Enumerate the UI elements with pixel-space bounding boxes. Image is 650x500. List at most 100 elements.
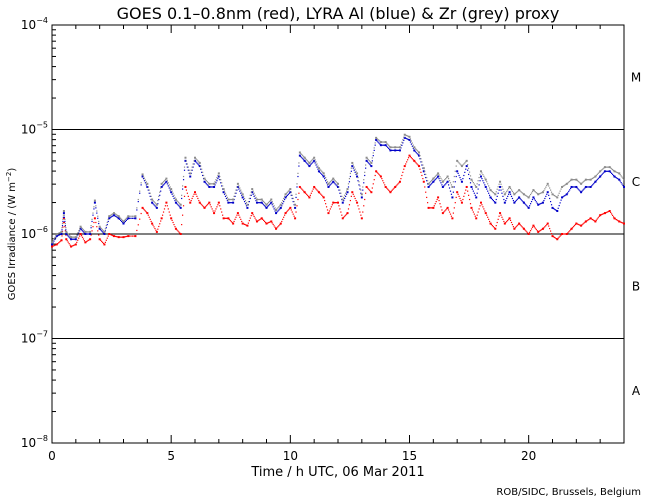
data-point-interp (233, 220, 235, 223)
data-point-interp (161, 185, 164, 187)
data-point-interp (554, 237, 556, 239)
data-point (275, 212, 278, 215)
data-point-interp (54, 244, 56, 246)
data-point-interp (427, 180, 429, 182)
data-point-interp (158, 195, 160, 197)
data-point-interp (530, 228, 533, 230)
data-point-interp (111, 213, 113, 215)
data-point (484, 212, 487, 215)
data-point-interp (284, 195, 286, 197)
data-point (360, 193, 363, 196)
data-point (499, 185, 502, 188)
data-point-interp (349, 199, 351, 202)
data-point-interp (319, 171, 321, 173)
data-point-interp (383, 182, 385, 184)
data-point-interp (160, 220, 162, 222)
data-point-interp (444, 184, 446, 186)
data-point-interp (62, 216, 65, 218)
data-point-interp (511, 223, 514, 226)
data-point-interp (498, 183, 500, 185)
data-point (422, 170, 425, 173)
data-point-interp (536, 202, 538, 204)
data-point-interp (258, 219, 260, 221)
data-point-interp (311, 190, 313, 192)
data-point-interp (303, 156, 305, 158)
data-point-interp (216, 180, 218, 182)
data-point-interp (123, 219, 126, 222)
data-point (341, 201, 344, 204)
data-point-interp (159, 191, 161, 193)
data-point-interp (97, 215, 99, 217)
data-point (246, 203, 249, 206)
data-point-interp (124, 236, 127, 238)
data-point-interp (278, 209, 280, 211)
data-point-interp (563, 195, 565, 197)
data-point-interp (248, 197, 250, 200)
data-point (584, 185, 587, 188)
data-point-interp (441, 184, 443, 186)
data-point-interp (68, 243, 70, 245)
data-point-interp (616, 171, 618, 174)
data-point-interp (481, 204, 483, 206)
data-point-interp (195, 161, 197, 163)
data-point (475, 196, 478, 199)
data-point-interp (602, 172, 604, 174)
data-point-interp (100, 229, 102, 231)
data-point-interp (211, 183, 213, 185)
data-point-interp (263, 205, 266, 207)
data-point-interp (444, 210, 446, 212)
data-point-interp (529, 203, 532, 205)
data-point-interp (309, 161, 311, 163)
data-point-interp (316, 163, 318, 165)
data-point (389, 191, 392, 194)
data-point-interp (87, 239, 89, 242)
data-point (427, 185, 430, 188)
data-point-interp (495, 225, 497, 227)
data-point-interp (126, 218, 128, 220)
data-point-interp (243, 198, 245, 201)
data-point-interp (96, 210, 98, 212)
data-point-interp (238, 214, 240, 216)
data-point-interp (433, 180, 435, 182)
data-point-interp (562, 233, 564, 235)
data-point-interp (440, 182, 442, 184)
data-point-interp (202, 206, 205, 208)
data-point-interp (52, 240, 54, 242)
data-point (251, 191, 254, 194)
data-point (408, 135, 411, 138)
data-point (74, 238, 77, 241)
data-point (93, 201, 96, 204)
data-point-interp (205, 205, 208, 207)
data-point-interp (244, 224, 247, 226)
data-point-interp (124, 218, 127, 220)
data-point-interp (205, 183, 208, 185)
data-point-interp (85, 233, 87, 235)
data-point-interp (114, 213, 116, 215)
data-point-interp (80, 229, 83, 231)
data-point (84, 241, 87, 244)
data-point-interp (336, 185, 338, 187)
data-point-interp (576, 223, 578, 225)
data-point (589, 185, 592, 188)
data-point-interp (334, 183, 336, 185)
data-point (432, 206, 435, 209)
y-tick-exponent: −7 (36, 330, 48, 339)
data-point-interp (414, 161, 416, 163)
data-point-interp (316, 166, 318, 168)
data-point-interp (281, 202, 283, 204)
data-point-interp (238, 188, 240, 190)
data-point-interp (353, 169, 355, 171)
data-point-interp (415, 151, 417, 154)
data-point (112, 235, 115, 238)
data-point-interp (69, 237, 71, 239)
data-point-interp (378, 139, 380, 141)
data-point-interp (254, 194, 256, 196)
data-point-interp (392, 146, 394, 148)
data-point-interp (236, 189, 238, 191)
data-point-interp (543, 189, 545, 192)
data-point-interp (414, 150, 416, 153)
flare-class-label: B (632, 279, 640, 293)
data-point (603, 166, 606, 169)
data-point-interp (86, 240, 88, 242)
data-point-interp (390, 190, 392, 192)
